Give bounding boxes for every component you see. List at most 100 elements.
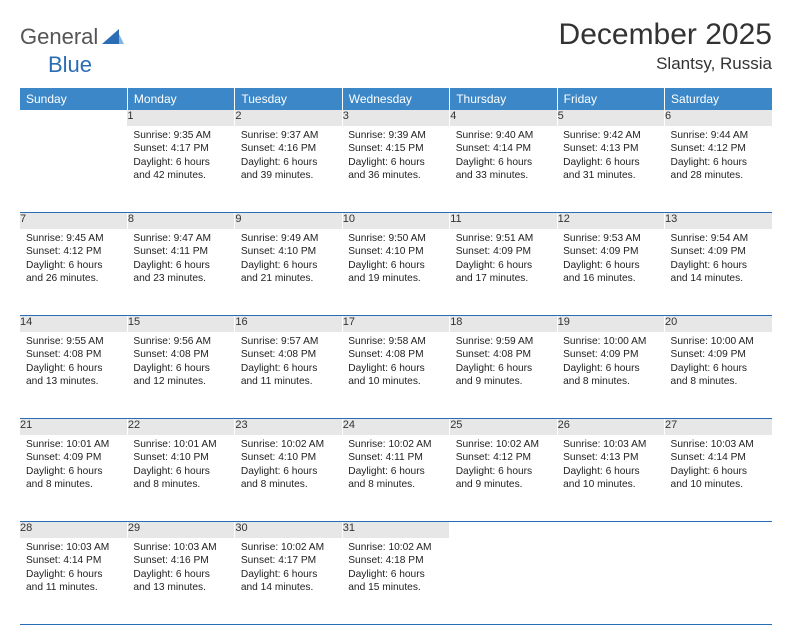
day-number-cell: 19	[557, 316, 664, 333]
day-number-cell: 30	[235, 522, 342, 539]
day-details: Sunrise: 10:02 AMSunset: 4:17 PMDaylight…	[235, 538, 342, 600]
day-number-cell: 13	[665, 213, 772, 230]
day-cell: Sunrise: 9:57 AMSunset: 4:08 PMDaylight:…	[235, 332, 342, 419]
day-cell: Sunrise: 9:45 AMSunset: 4:12 PMDaylight:…	[20, 229, 127, 316]
weekday-header: Wednesday	[342, 88, 449, 110]
day-number-cell: 18	[450, 316, 557, 333]
day-number-cell: 15	[127, 316, 234, 333]
day-details: Sunrise: 10:03 AMSunset: 4:14 PMDaylight…	[20, 538, 127, 600]
day-number-cell: 25	[450, 419, 557, 436]
daynum-row: 28293031	[20, 522, 772, 539]
daynum-row: 21222324252627	[20, 419, 772, 436]
day-cell: Sunrise: 10:01 AMSunset: 4:09 PMDaylight…	[20, 435, 127, 522]
day-cell: Sunrise: 9:53 AMSunset: 4:09 PMDaylight:…	[557, 229, 664, 316]
day-number-cell: 16	[235, 316, 342, 333]
day-details: Sunrise: 9:44 AMSunset: 4:12 PMDaylight:…	[665, 126, 772, 188]
day-details: Sunrise: 9:55 AMSunset: 4:08 PMDaylight:…	[20, 332, 127, 394]
logo: General	[20, 24, 126, 50]
weekday-header: Tuesday	[235, 88, 342, 110]
day-details: Sunrise: 10:03 AMSunset: 4:14 PMDaylight…	[665, 435, 772, 497]
day-cell: Sunrise: 9:49 AMSunset: 4:10 PMDaylight:…	[235, 229, 342, 316]
day-number-cell: 22	[127, 419, 234, 436]
day-number-cell: 20	[665, 316, 772, 333]
weekday-header: Saturday	[665, 88, 772, 110]
day-details: Sunrise: 9:59 AMSunset: 4:08 PMDaylight:…	[450, 332, 557, 394]
day-details: Sunrise: 10:03 AMSunset: 4:13 PMDaylight…	[557, 435, 664, 497]
weekday-header: Thursday	[450, 88, 557, 110]
day-number-cell: 26	[557, 419, 664, 436]
logo-text-blue: Blue	[48, 52, 92, 78]
day-details: Sunrise: 10:00 AMSunset: 4:09 PMDaylight…	[665, 332, 772, 394]
day-number-cell: 2	[235, 110, 342, 126]
day-cell: Sunrise: 9:39 AMSunset: 4:15 PMDaylight:…	[342, 126, 449, 213]
day-details: Sunrise: 9:37 AMSunset: 4:16 PMDaylight:…	[235, 126, 342, 188]
day-number-cell	[557, 522, 664, 539]
day-cell: Sunrise: 9:55 AMSunset: 4:08 PMDaylight:…	[20, 332, 127, 419]
day-content-row: Sunrise: 9:35 AMSunset: 4:17 PMDaylight:…	[20, 126, 772, 213]
day-details: Sunrise: 9:50 AMSunset: 4:10 PMDaylight:…	[342, 229, 449, 291]
day-cell	[20, 126, 127, 213]
day-details: Sunrise: 9:54 AMSunset: 4:09 PMDaylight:…	[665, 229, 772, 291]
day-number-cell: 3	[342, 110, 449, 126]
calendar-table: Sunday Monday Tuesday Wednesday Thursday…	[20, 88, 772, 625]
day-details	[450, 538, 557, 547]
day-cell: Sunrise: 9:40 AMSunset: 4:14 PMDaylight:…	[450, 126, 557, 213]
day-details: Sunrise: 9:58 AMSunset: 4:08 PMDaylight:…	[342, 332, 449, 394]
day-number-cell: 28	[20, 522, 127, 539]
day-number-cell: 4	[450, 110, 557, 126]
day-number-cell: 1	[127, 110, 234, 126]
day-cell: Sunrise: 10:02 AMSunset: 4:12 PMDaylight…	[450, 435, 557, 522]
day-number-cell: 29	[127, 522, 234, 539]
day-number-cell	[665, 522, 772, 539]
day-details: Sunrise: 10:02 AMSunset: 4:18 PMDaylight…	[342, 538, 449, 600]
day-number-cell: 23	[235, 419, 342, 436]
day-details: Sunrise: 10:01 AMSunset: 4:09 PMDaylight…	[20, 435, 127, 497]
daynum-row: 123456	[20, 110, 772, 126]
weekday-header-row: Sunday Monday Tuesday Wednesday Thursday…	[20, 88, 772, 110]
day-number-cell: 21	[20, 419, 127, 436]
calendar-page: General December 2025 Slantsy, Russia Bl…	[0, 0, 792, 612]
day-details: Sunrise: 10:01 AMSunset: 4:10 PMDaylight…	[127, 435, 234, 497]
day-cell: Sunrise: 10:03 AMSunset: 4:14 PMDaylight…	[665, 435, 772, 522]
day-cell: Sunrise: 10:03 AMSunset: 4:13 PMDaylight…	[557, 435, 664, 522]
day-number-cell: 14	[20, 316, 127, 333]
day-details: Sunrise: 9:45 AMSunset: 4:12 PMDaylight:…	[20, 229, 127, 291]
day-cell: Sunrise: 9:35 AMSunset: 4:17 PMDaylight:…	[127, 126, 234, 213]
day-cell: Sunrise: 9:44 AMSunset: 4:12 PMDaylight:…	[665, 126, 772, 213]
day-number-cell: 9	[235, 213, 342, 230]
location-label: Slantsy, Russia	[559, 54, 772, 74]
day-details: Sunrise: 9:53 AMSunset: 4:09 PMDaylight:…	[557, 229, 664, 291]
day-details: Sunrise: 10:02 AMSunset: 4:11 PMDaylight…	[342, 435, 449, 497]
day-content-row: Sunrise: 9:45 AMSunset: 4:12 PMDaylight:…	[20, 229, 772, 316]
day-number-cell: 5	[557, 110, 664, 126]
day-number-cell: 10	[342, 213, 449, 230]
day-number-cell: 6	[665, 110, 772, 126]
day-cell: Sunrise: 9:59 AMSunset: 4:08 PMDaylight:…	[450, 332, 557, 419]
day-cell: Sunrise: 10:00 AMSunset: 4:09 PMDaylight…	[665, 332, 772, 419]
month-title: December 2025	[559, 18, 772, 52]
day-details: Sunrise: 9:51 AMSunset: 4:09 PMDaylight:…	[450, 229, 557, 291]
weekday-header: Monday	[127, 88, 234, 110]
day-cell: Sunrise: 10:02 AMSunset: 4:11 PMDaylight…	[342, 435, 449, 522]
day-cell: Sunrise: 9:47 AMSunset: 4:11 PMDaylight:…	[127, 229, 234, 316]
day-cell: Sunrise: 9:56 AMSunset: 4:08 PMDaylight:…	[127, 332, 234, 419]
day-content-row: Sunrise: 9:55 AMSunset: 4:08 PMDaylight:…	[20, 332, 772, 419]
day-number-cell: 12	[557, 213, 664, 230]
day-number-cell: 24	[342, 419, 449, 436]
day-cell: Sunrise: 10:02 AMSunset: 4:10 PMDaylight…	[235, 435, 342, 522]
day-details: Sunrise: 9:49 AMSunset: 4:10 PMDaylight:…	[235, 229, 342, 291]
weekday-header: Sunday	[20, 88, 127, 110]
day-details: Sunrise: 9:47 AMSunset: 4:11 PMDaylight:…	[127, 229, 234, 291]
day-cell: Sunrise: 10:01 AMSunset: 4:10 PMDaylight…	[127, 435, 234, 522]
logo-text-general: General	[20, 24, 98, 50]
day-details: Sunrise: 9:42 AMSunset: 4:13 PMDaylight:…	[557, 126, 664, 188]
daynum-row: 14151617181920	[20, 316, 772, 333]
day-number-cell	[450, 522, 557, 539]
day-details	[557, 538, 664, 547]
day-details: Sunrise: 10:00 AMSunset: 4:09 PMDaylight…	[557, 332, 664, 394]
day-cell: Sunrise: 10:00 AMSunset: 4:09 PMDaylight…	[557, 332, 664, 419]
weekday-header: Friday	[557, 88, 664, 110]
day-cell: Sunrise: 9:42 AMSunset: 4:13 PMDaylight:…	[557, 126, 664, 213]
day-number-cell: 27	[665, 419, 772, 436]
logo-triangle-icon	[102, 28, 124, 49]
